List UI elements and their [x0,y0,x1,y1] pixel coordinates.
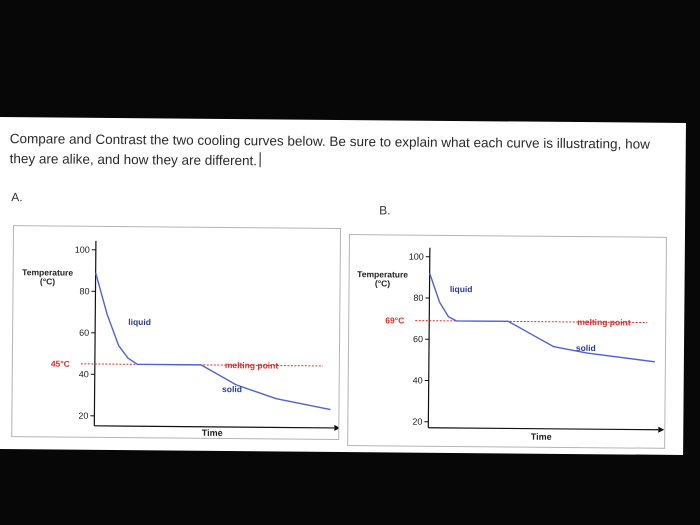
melting-point-temp-label: 45°C [51,359,70,369]
cooling-curve-chart-a: 100 80 60 40 20 Temperature (°C) Time 45°C meltin… [11,225,342,440]
x-axis-label: Time [531,432,552,442]
cooling-curve-line [428,273,655,363]
x-axis-arrow [334,424,341,431]
x-axis-label: Time [202,428,223,438]
melting-point-label: melting point [225,360,279,370]
melting-point-line [415,320,648,324]
cooling-curve-chart-b: 100 80 60 40 20 Temperature (°C) Time 69°C meltin… [347,234,667,449]
x-axis [94,425,335,429]
y-axis-label: Temperature [357,269,408,279]
melting-point-label: melting point [577,317,631,327]
y-tick-label: 60 [413,334,423,344]
y-tick-label: 20 [78,411,88,421]
liquid-label: liquid [128,317,151,327]
melting-point-temp-label: 69°C [385,315,404,325]
part-b-label: B. [379,203,391,218]
y-tick-label: 20 [412,417,422,427]
y-axis-label: (°C) [40,276,55,286]
part-a-label: A. [11,190,23,205]
y-axis-label: Temperature [22,267,73,277]
chart-b-svg: 100 80 60 40 20 Temperature(°C) Time 69°C meltin… [357,247,665,442]
y-tick-label: 80 [413,293,423,303]
liquid-label: liquid [450,284,473,294]
y-axis [427,247,431,428]
y-tick-label: 40 [79,369,89,379]
text-cursor [259,152,262,168]
question-text-content: Compare and Contrast the two cooling cur… [9,131,650,169]
y-tick-label: 40 [413,375,423,385]
x-axis-arrow [658,426,665,433]
cooling-curve-line [94,272,331,411]
x-axis [428,427,659,431]
y-tick-label: 100 [409,252,424,262]
y-tick-label: 80 [79,286,89,296]
y-tick-label: 100 [75,245,90,255]
solid-label: solid [222,384,242,394]
y-axis-label: (°C) [375,278,390,288]
slide: Compare and Contrast the two cooling cur… [0,117,686,455]
chart-a-svg: 100 80 60 40 20 Temperature(°C) Time 45°C meltin… [22,240,341,438]
y-tick-label: 60 [79,328,89,338]
solid-label: solid [576,343,596,353]
question-text[interactable]: Compare and Contrast the two cooling cur… [10,129,678,175]
